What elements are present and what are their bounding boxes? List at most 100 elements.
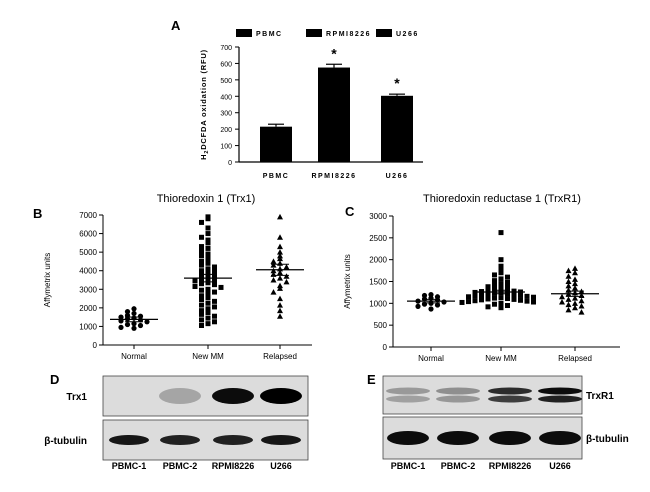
data-point [485, 296, 491, 302]
data-point [199, 317, 204, 323]
data-point [518, 292, 523, 298]
x-tick-label-a: PBMC [263, 173, 290, 180]
data-point [270, 258, 277, 264]
data-point [199, 323, 204, 328]
data-point [205, 225, 211, 231]
data-point [505, 279, 510, 285]
blot-band [539, 431, 581, 445]
y-tick-label-a: 300 [220, 111, 232, 118]
data-point [492, 285, 497, 291]
data-point [212, 273, 217, 279]
blot-band [212, 388, 254, 404]
y-tick-label: 3000 [369, 212, 387, 221]
x-tick-label: Normal [121, 352, 147, 361]
data-point [421, 301, 428, 307]
y-tick-label-a: 0 [228, 160, 232, 167]
data-point [531, 294, 536, 300]
y-tick-label: 4000 [79, 267, 97, 276]
data-point [277, 285, 283, 291]
data-point [199, 281, 204, 287]
data-point [498, 300, 504, 306]
blot-band [160, 435, 200, 445]
data-point [472, 293, 478, 299]
blot-band [213, 435, 253, 445]
data-point [199, 293, 204, 299]
panel-label-d: D [50, 372, 59, 387]
panel-label-e: E [367, 372, 376, 387]
data-point [565, 267, 572, 274]
data-point [466, 294, 471, 300]
data-point [205, 315, 211, 321]
lane-label: RPMI8226 [489, 461, 532, 471]
scatter-chart-c: Thioredoxin reductase 1 (TrxR1) 0 500 1000 1… [343, 193, 620, 363]
data-point [498, 305, 504, 311]
data-point [277, 307, 283, 314]
data-point [205, 321, 211, 327]
data-point [212, 313, 217, 319]
data-point [199, 276, 204, 282]
data-point [212, 319, 217, 325]
data-point [212, 304, 217, 310]
data-point [572, 269, 578, 276]
y-tick-label: 6000 [79, 230, 97, 239]
data-point [428, 306, 434, 312]
data-point [283, 273, 290, 279]
data-point [572, 265, 578, 271]
data-point [492, 282, 497, 288]
data-point [578, 297, 585, 304]
data-point [578, 309, 585, 315]
data-point [192, 284, 198, 289]
blot-row-label: TrxR1 [586, 391, 614, 402]
panel-label-b: B [33, 206, 42, 221]
data-point [492, 295, 497, 301]
data-point [205, 295, 211, 301]
data-point [277, 243, 283, 250]
data-point [485, 284, 491, 290]
data-point [205, 286, 211, 292]
data-point [524, 298, 530, 304]
data-point [277, 275, 283, 281]
blot-row-label: β-tubulin [44, 436, 87, 447]
y-tick-label: 0 [383, 343, 388, 352]
data-point [205, 237, 211, 243]
data-point [205, 231, 211, 237]
legend-label: U266 [396, 31, 419, 38]
data-point [212, 298, 217, 304]
data-point [505, 274, 510, 280]
data-point [131, 325, 137, 331]
data-point [565, 282, 572, 289]
data-point [118, 314, 124, 320]
data-point [472, 298, 478, 304]
blot-band [387, 431, 429, 445]
data-point [137, 322, 144, 329]
data-point [531, 299, 536, 305]
data-point [192, 278, 198, 284]
blot-band [261, 435, 301, 445]
data-point [492, 272, 497, 278]
y-tick-label: 5000 [79, 248, 97, 257]
data-point [505, 286, 510, 292]
data-point [466, 299, 471, 305]
data-point [205, 280, 211, 286]
data-point [572, 304, 578, 311]
data-point [498, 281, 504, 287]
data-point [277, 282, 283, 289]
data-point [511, 296, 517, 302]
significance-marker: * [394, 75, 400, 91]
data-point [277, 302, 283, 308]
data-point [270, 289, 277, 295]
bar-u266 [381, 95, 413, 162]
legend-label: PBMC [256, 31, 283, 38]
data-point [498, 230, 504, 236]
panel-label-c: C [345, 204, 355, 219]
data-point [277, 249, 283, 255]
data-point [131, 306, 137, 312]
data-point [277, 213, 283, 220]
bar-chart-a: 0 100 200 300 400 500 600 700 PBMC * RPMI8226 * U266… [199, 29, 423, 180]
y-tick-label: 3000 [79, 285, 97, 294]
data-point [505, 296, 510, 302]
data-point [518, 297, 523, 303]
data-point [524, 293, 530, 299]
bar-rpmi8226 [318, 67, 350, 162]
y-tick-label: 2000 [369, 256, 387, 265]
